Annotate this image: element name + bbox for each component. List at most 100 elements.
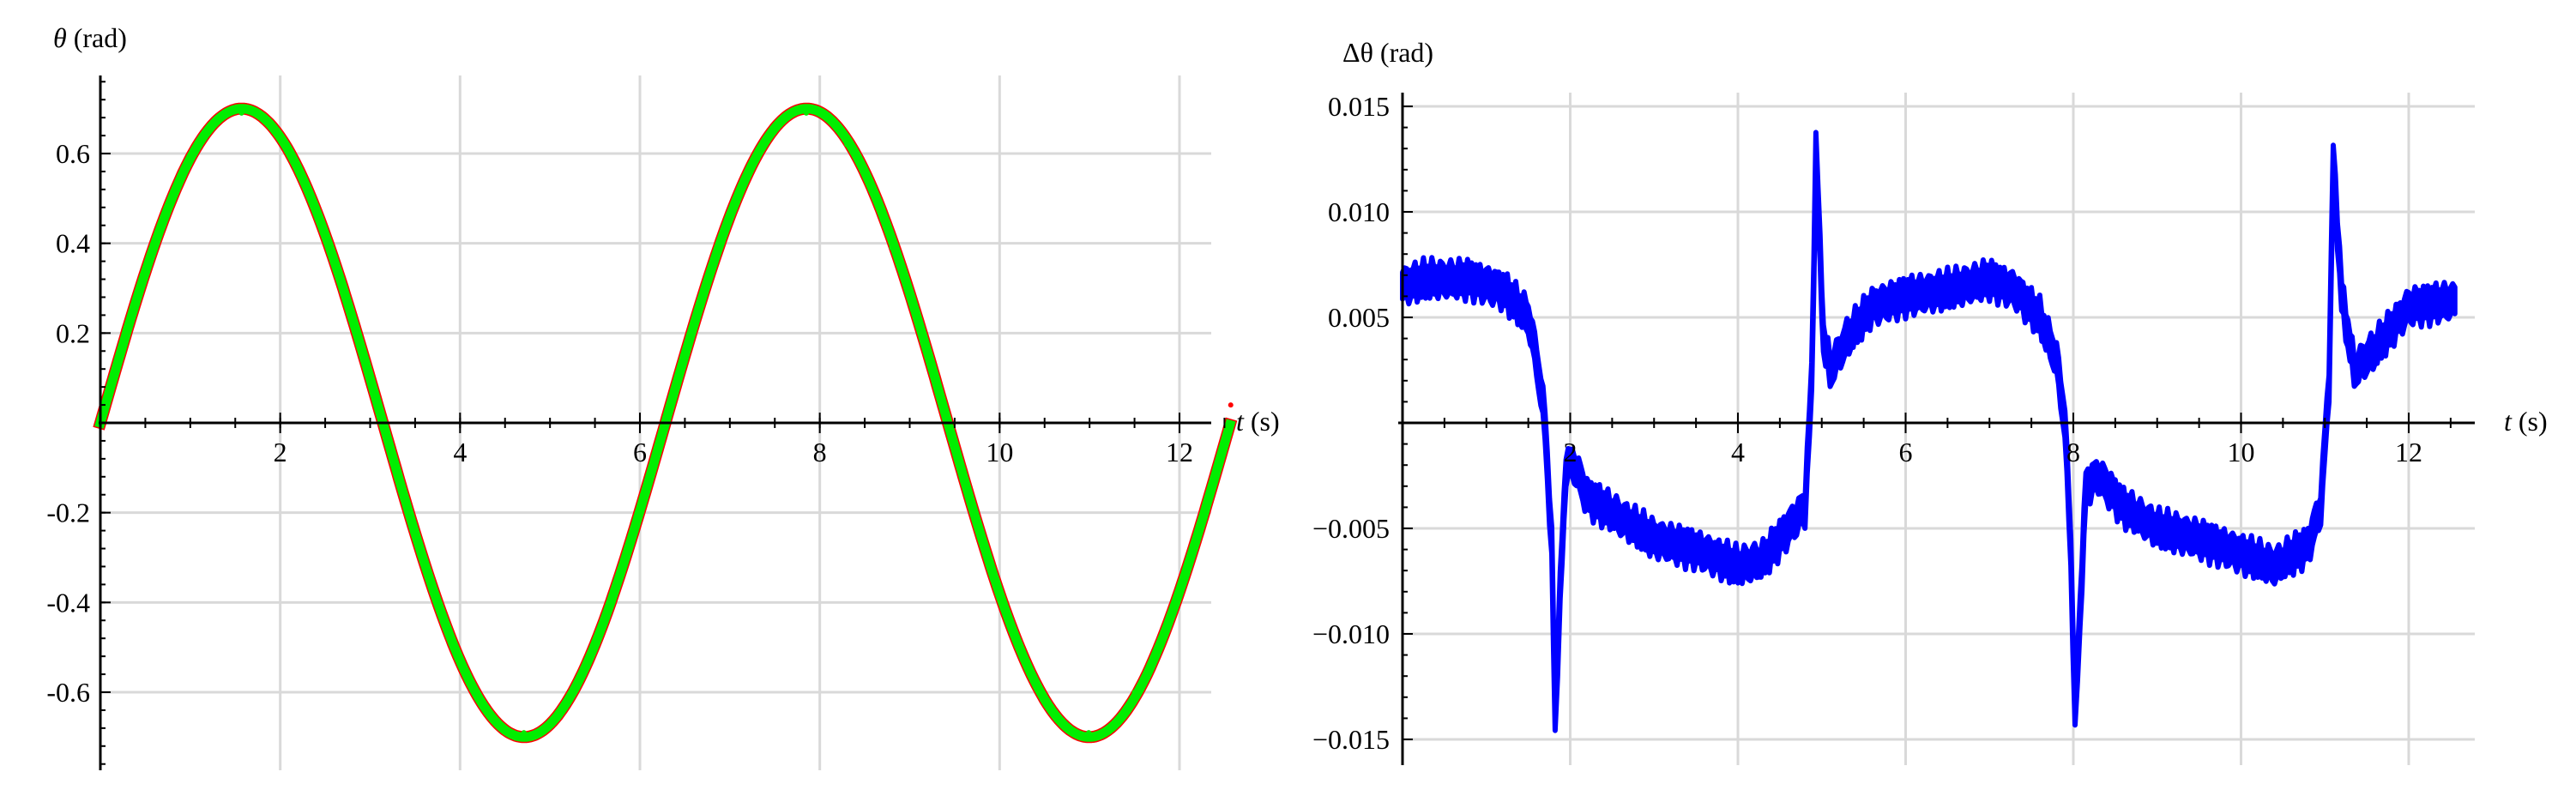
delta-series-point bbox=[1535, 358, 1539, 362]
theta-series-point bbox=[521, 730, 527, 736]
delta-x-label-unit: (s) bbox=[2512, 406, 2548, 437]
delta-x-tick-label: 2 bbox=[1564, 437, 1578, 467]
delta-x-tick-label: 4 bbox=[1731, 437, 1745, 467]
theta-series-point bbox=[1228, 420, 1234, 425]
theta-y-tick-label: -0.2 bbox=[46, 498, 90, 528]
theta-series-point bbox=[709, 262, 715, 268]
theta-series-point bbox=[592, 640, 598, 646]
delta-series-point bbox=[1870, 305, 1874, 309]
delta-series-point bbox=[1553, 716, 1557, 721]
theta-x-label-unit: (s) bbox=[1244, 406, 1280, 437]
delta-series-point bbox=[1988, 277, 1992, 281]
delta-y-tick-label: 0.010 bbox=[1328, 196, 1390, 227]
theta-series-point bbox=[1086, 730, 1092, 736]
theta-series-point bbox=[238, 110, 244, 116]
delta-x-tick-label: 6 bbox=[1899, 437, 1913, 467]
delta-series-point bbox=[2037, 316, 2042, 319]
delta-y-tick-label: 0.015 bbox=[1328, 91, 1390, 122]
theta-series-point bbox=[412, 532, 418, 538]
delta-series-point bbox=[2373, 347, 2377, 351]
delta-series-point bbox=[2352, 368, 2356, 372]
delta-y-tick-label: −0.010 bbox=[1312, 618, 1390, 649]
delta-series-point bbox=[2332, 157, 2336, 161]
theta-y-label-symbol: θ bbox=[53, 22, 67, 53]
theta-x-tick-label: 8 bbox=[813, 437, 827, 467]
delta-series-point bbox=[1821, 336, 1825, 341]
theta-y-tick-label: -0.4 bbox=[46, 587, 90, 618]
delta-y-label-symbol: Δθ bbox=[1342, 37, 1373, 68]
theta-x-tick-label: 4 bbox=[453, 437, 467, 467]
delta-tick-labels: 2 4 6 8 10 12 −0.015 −0.010 −0.005 0.005 0.010 0.01… bbox=[1312, 91, 2422, 755]
delta-series-point bbox=[1564, 463, 1568, 467]
delta-series-point bbox=[2272, 564, 2277, 569]
delta-series-point bbox=[2072, 716, 2077, 721]
delta-series-point bbox=[1803, 505, 1807, 510]
theta-x-label-symbol: t bbox=[1236, 406, 1245, 437]
delta-y-label-unit: (rad) bbox=[1373, 37, 1433, 68]
theta-series-point bbox=[1177, 586, 1182, 592]
delta-series-point bbox=[1526, 316, 1530, 319]
delta-series-point bbox=[2452, 299, 2457, 303]
delta-series-point bbox=[1946, 288, 1950, 292]
theta-series-point bbox=[844, 142, 850, 148]
delta-series-point bbox=[1694, 547, 1698, 552]
delta-series-point bbox=[2084, 484, 2088, 488]
delta-series-point bbox=[1652, 537, 1656, 541]
delta-series-point bbox=[2155, 527, 2159, 530]
delta-theta-chart: 2 4 6 8 10 12 −0.015 −0.010 −0.005 0.005 0.010 0.01… bbox=[1312, 37, 2548, 765]
delta-series-point bbox=[1736, 564, 1740, 569]
delta-series-point bbox=[1810, 378, 1814, 383]
theta-y-axis-label: θ (rad) bbox=[53, 22, 127, 53]
delta-grid bbox=[1403, 93, 2475, 765]
delta-series-layer bbox=[1400, 130, 2458, 733]
delta-y-tick-label: −0.015 bbox=[1312, 724, 1390, 755]
theta-x-tick-label: 2 bbox=[274, 437, 287, 467]
delta-y-axis-label: Δθ (rad) bbox=[1342, 37, 1433, 68]
theta-x-tick-label: 10 bbox=[986, 437, 1013, 467]
theta-series-point bbox=[277, 133, 283, 139]
delta-tick-marks bbox=[1403, 106, 2452, 740]
theta-series-point bbox=[547, 721, 553, 727]
delta-series-point bbox=[2407, 305, 2410, 309]
delta-series-point bbox=[2197, 537, 2201, 541]
delta-series-point bbox=[1786, 527, 1790, 530]
delta-series-point bbox=[2327, 378, 2332, 383]
delta-x-tick-label: 10 bbox=[2228, 437, 2255, 467]
delta-series-point bbox=[2096, 473, 2101, 478]
delta-series-point bbox=[1585, 495, 1590, 499]
delta-series-point bbox=[2319, 505, 2323, 510]
theta-y-tick-label: 0.4 bbox=[56, 228, 90, 259]
delta-y-tick-label: 0.005 bbox=[1328, 302, 1390, 333]
delta-series-point bbox=[2121, 505, 2126, 510]
delta-x-label-symbol: t bbox=[2504, 406, 2513, 437]
theta-tick-marks bbox=[100, 81, 1226, 765]
theta-y-tick-label: -0.6 bbox=[46, 677, 90, 708]
theta-y-tick-label: 0.2 bbox=[56, 317, 90, 348]
delta-series-point bbox=[1845, 336, 1849, 341]
theta-x-tick-label: 6 bbox=[633, 437, 647, 467]
theta-x-tick-label: 12 bbox=[1166, 437, 1193, 467]
theta-series-point bbox=[1228, 402, 1234, 408]
delta-series-point bbox=[2339, 294, 2344, 299]
theta-series-point bbox=[142, 272, 148, 278]
delta-series-point bbox=[1558, 589, 1562, 594]
delta-series-point bbox=[2012, 288, 2017, 292]
delta-series-point bbox=[2078, 611, 2082, 615]
delta-series-band bbox=[1400, 130, 2458, 733]
theta-series-point bbox=[1131, 690, 1137, 695]
theta-series-point bbox=[754, 151, 760, 156]
theta-tick-labels: 2 4 6 8 10 12 -0.6 -0.4 -0.2 0.2 0.4 0.6 bbox=[46, 138, 1193, 708]
delta-series-point bbox=[2239, 552, 2243, 556]
delta-series-point bbox=[2054, 358, 2059, 362]
delta-series-point bbox=[1619, 516, 1623, 520]
delta-series-point bbox=[1426, 277, 1430, 281]
theta-series-point bbox=[1033, 680, 1039, 686]
theta-series-point bbox=[457, 658, 463, 664]
delta-series-point bbox=[2069, 547, 2073, 552]
delta-series-point bbox=[1818, 252, 1822, 256]
theta-series-point bbox=[803, 110, 809, 116]
delta-series-point bbox=[1903, 294, 1908, 299]
theta-y-tick-label: 0.6 bbox=[56, 138, 90, 169]
delta-series-point bbox=[1828, 368, 1832, 372]
